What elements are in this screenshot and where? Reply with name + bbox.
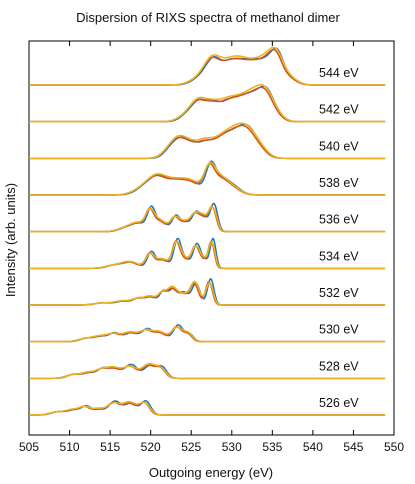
spectra-layer (29, 46, 386, 416)
x-tick-label: 530 (222, 440, 242, 454)
spectrum-540-ev (29, 122, 386, 160)
spectrum-536-ev (29, 202, 386, 233)
spectrum-line-series-3 (29, 280, 386, 306)
spectrum-line-series-3 (29, 122, 386, 160)
energy-label: 532 eV (319, 286, 359, 300)
spectrum-line-series-3 (29, 46, 386, 86)
y-axis-label: Intensity (arb. units) (3, 183, 18, 297)
spectrum-line-series-3 (29, 240, 386, 270)
spectrum-538-ev (29, 160, 386, 196)
spectrum-line-series-3 (29, 326, 386, 343)
spectrum-544-ev (29, 46, 386, 86)
energy-label: 526 eV (319, 396, 359, 410)
x-axis-ticks: 505 510 515 520 525 530 535 540 545 550 (19, 41, 404, 454)
energy-label: 540 eV (319, 139, 359, 153)
energy-label: 538 eV (319, 176, 359, 190)
x-axis-label: Outgoing energy (eV) (149, 465, 273, 480)
spectrum-542-ev (29, 83, 386, 123)
spectrum-534-ev (29, 237, 386, 270)
energy-label: 536 eV (319, 213, 359, 227)
spectrum-line-series-3 (29, 362, 386, 380)
spectrum-line-series-3 (29, 400, 386, 416)
chart-title: Dispersion of RIXS spectra of methanol d… (76, 10, 340, 25)
spectrum-line-series-3 (29, 161, 386, 196)
x-tick-label: 540 (303, 440, 323, 454)
x-tick-label: 510 (60, 440, 80, 454)
x-tick-label: 550 (384, 440, 404, 454)
spectrum-528-ev (29, 362, 386, 380)
spectrum-line-series-3 (29, 205, 386, 233)
x-tick-label: 520 (141, 440, 161, 454)
x-tick-label: 515 (100, 440, 120, 454)
spectrum-line-series-3 (29, 83, 386, 123)
plot-frame (28, 40, 395, 436)
energy-label: 544 eV (319, 66, 359, 80)
energy-label: 534 eV (319, 249, 359, 263)
x-tick-label: 525 (181, 440, 201, 454)
x-tick-label: 545 (343, 440, 363, 454)
energy-labels: 544 eV 542 eV 540 eV 538 eV 536 eV 534 eV 532 … (319, 66, 359, 410)
energy-label: 542 eV (319, 103, 359, 117)
energy-label: 530 eV (319, 323, 359, 337)
spectrum-532-ev (29, 278, 386, 306)
spectrum-530-ev (29, 324, 386, 343)
x-tick-label: 505 (19, 440, 39, 454)
energy-label: 528 eV (319, 359, 359, 373)
spectrum-526-ev (29, 400, 386, 416)
x-tick-label: 535 (262, 440, 282, 454)
